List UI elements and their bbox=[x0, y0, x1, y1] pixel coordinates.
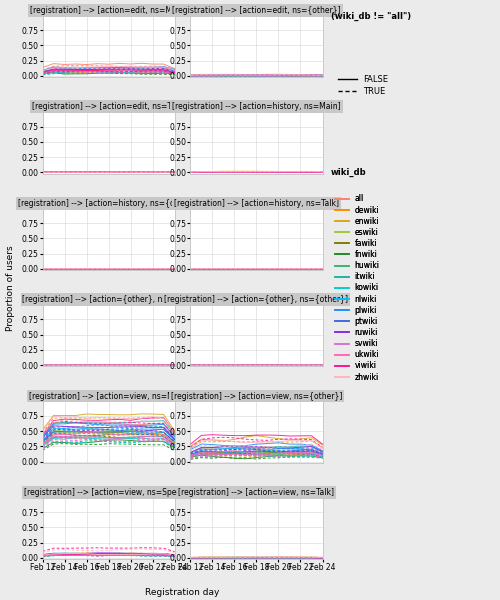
Title: [registration] --> [action={other}, ns={other}]: [registration] --> [action={other}, ns={… bbox=[164, 295, 348, 304]
Title: [registration] --> [action=view, ns=Talk]: [registration] --> [action=view, ns=Talk… bbox=[178, 488, 334, 497]
Text: Registration day: Registration day bbox=[146, 588, 220, 597]
Text: (wiki_db != "all"): (wiki_db != "all") bbox=[331, 12, 411, 21]
Title: [registration] --> [action=view, ns=Main]: [registration] --> [action=view, ns=Main… bbox=[28, 392, 188, 401]
Title: [registration] --> [action=edit, ns=Main]: [registration] --> [action=edit, ns=Main… bbox=[30, 6, 187, 15]
Title: [registration] --> [action=edit, ns=Talk]: [registration] --> [action=edit, ns=Talk… bbox=[32, 103, 185, 112]
Legend: all, dewiki, enwiki, eswiki, fawiki, fnwiki, huwiki, itwiki, kowiki, nlwiki, plw: all, dewiki, enwiki, eswiki, fawiki, fnw… bbox=[335, 194, 380, 382]
Title: [registration] --> [action=history, ns={other}]: [registration] --> [action=history, ns={… bbox=[18, 199, 199, 208]
Title: [registration] --> [action=view, ns={other}]: [registration] --> [action=view, ns={oth… bbox=[171, 392, 342, 401]
Text: wiki_db: wiki_db bbox=[331, 168, 366, 178]
Title: [registration] --> [action=history, ns=Main]: [registration] --> [action=history, ns=M… bbox=[172, 103, 341, 112]
Text: Proportion of users: Proportion of users bbox=[6, 245, 15, 331]
Title: [registration] --> [action={other}, ns=Main]: [registration] --> [action={other}, ns=M… bbox=[22, 295, 194, 304]
Title: [registration] --> [action=history, ns=Talk]: [registration] --> [action=history, ns=T… bbox=[174, 199, 339, 208]
Title: [registration] --> [action=edit, ns={other}]: [registration] --> [action=edit, ns={oth… bbox=[172, 6, 341, 15]
Title: [registration] --> [action=view, ns=Special]: [registration] --> [action=view, ns=Spec… bbox=[24, 488, 193, 497]
